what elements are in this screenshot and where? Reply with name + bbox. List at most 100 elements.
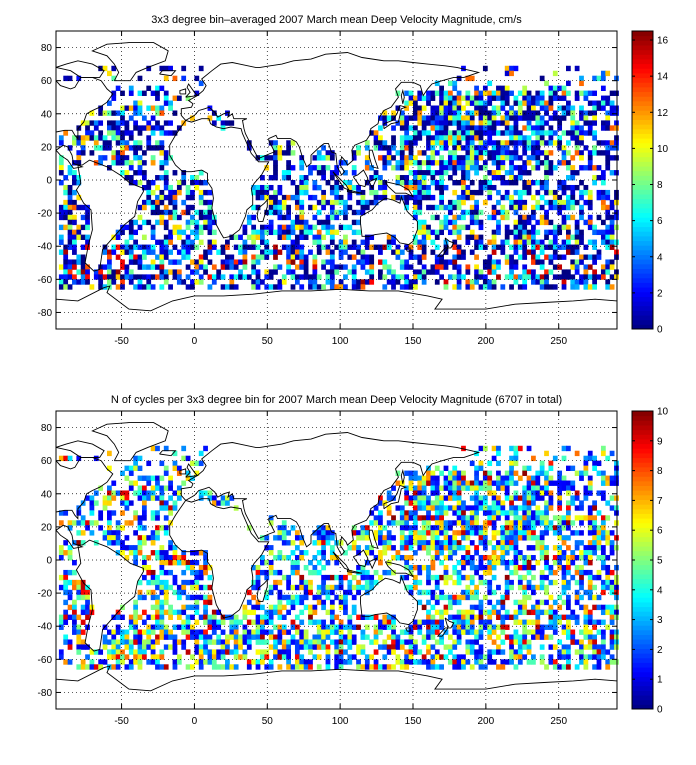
heatmap-cell <box>448 605 453 610</box>
heatmap-cell <box>461 180 466 185</box>
heatmap-cell <box>439 510 444 515</box>
heatmap-cell <box>343 625 348 630</box>
heatmap-cell <box>514 471 519 476</box>
heatmap-cell <box>159 486 164 491</box>
heatmap-cell <box>579 649 584 654</box>
heatmap-cell <box>120 259 125 264</box>
heatmap-cell <box>413 130 418 135</box>
heatmap-cell <box>474 91 479 96</box>
heatmap-cell <box>592 101 597 106</box>
heatmap-cell <box>339 644 344 649</box>
heatmap-cell <box>588 620 593 625</box>
heatmap-cell <box>509 200 514 205</box>
heatmap-cell <box>557 115 562 120</box>
heatmap-cell <box>111 96 116 101</box>
heatmap-cell <box>535 259 540 264</box>
heatmap-cell <box>181 620 186 625</box>
heatmap-cell <box>159 500 164 505</box>
heatmap-cell <box>396 250 401 255</box>
heatmap-cell <box>588 451 593 456</box>
heatmap-cell <box>461 106 466 111</box>
heatmap-cell <box>435 620 440 625</box>
heatmap-cell <box>483 535 488 540</box>
heatmap-cell <box>509 175 514 180</box>
heatmap-cell <box>614 145 619 150</box>
heatmap-cell <box>522 240 527 245</box>
heatmap-cell <box>173 466 178 471</box>
heatmap-cell <box>579 540 584 545</box>
heatmap-cell <box>168 610 173 615</box>
heatmap-cell <box>562 160 567 165</box>
heatmap-cell <box>168 120 173 125</box>
heatmap-cell <box>304 274 309 279</box>
heatmap-cell <box>299 635 304 640</box>
heatmap-cell <box>479 580 484 585</box>
heatmap-cell <box>361 279 366 284</box>
heatmap-cell <box>470 461 475 466</box>
heatmap-cell <box>540 185 545 190</box>
heatmap-cell <box>330 230 335 235</box>
heatmap-cell <box>120 91 125 96</box>
heatmap-cell <box>361 615 366 620</box>
heatmap-cell <box>151 510 156 515</box>
heatmap-cell <box>465 240 470 245</box>
heatmap-cell <box>417 185 422 190</box>
heatmap-cell <box>173 461 178 466</box>
heatmap-cell <box>173 490 178 495</box>
heatmap-cell <box>605 190 610 195</box>
heatmap-cell <box>347 245 352 250</box>
heatmap-cell <box>470 644 475 649</box>
heatmap-cell <box>570 284 575 289</box>
heatmap-cell <box>588 91 593 96</box>
heatmap-cell <box>330 535 335 540</box>
heatmap-cell <box>247 635 252 640</box>
heatmap-cell <box>457 115 462 120</box>
heatmap-cell <box>159 264 164 269</box>
heatmap-cell <box>492 555 497 560</box>
heatmap-cell <box>457 125 462 130</box>
heatmap-cell <box>120 540 125 545</box>
colorbar-band <box>632 64 653 69</box>
heatmap-cell <box>269 570 274 575</box>
heatmap-cell <box>142 235 147 240</box>
heatmap-cell <box>133 466 138 471</box>
heatmap-cell <box>540 96 545 101</box>
heatmap-cell <box>575 230 580 235</box>
heatmap-cell <box>177 215 182 220</box>
heatmap-cell <box>422 120 427 125</box>
heatmap-cell <box>111 490 116 495</box>
heatmap-cell <box>208 575 213 580</box>
heatmap-cell <box>413 505 418 510</box>
heatmap-cell <box>579 235 584 240</box>
heatmap-cell <box>256 195 261 200</box>
heatmap-cell <box>470 580 475 585</box>
heatmap-cell <box>177 185 182 190</box>
colorbar-band <box>632 110 653 115</box>
heatmap-cell <box>365 279 370 284</box>
heatmap-cell <box>94 140 99 145</box>
heatmap-cell <box>518 520 523 525</box>
heatmap-cell <box>605 530 610 535</box>
heatmap-cell <box>430 515 435 520</box>
heatmap-cell <box>151 570 156 575</box>
heatmap-cell <box>269 269 274 274</box>
heatmap-cell <box>474 520 479 525</box>
heatmap-cell <box>81 605 86 610</box>
heatmap-cell <box>496 610 501 615</box>
heatmap-cell <box>426 269 431 274</box>
heatmap-cell <box>500 625 505 630</box>
heatmap-cell <box>76 140 81 145</box>
heatmap-cell <box>203 490 208 495</box>
heatmap-cell <box>417 515 422 520</box>
heatmap-cell <box>326 585 331 590</box>
heatmap-cell <box>588 590 593 595</box>
heatmap-cell <box>483 274 488 279</box>
heatmap-cell <box>107 654 112 659</box>
heatmap-cell <box>273 210 278 215</box>
heatmap-cell <box>203 644 208 649</box>
heatmap-cell <box>63 250 68 255</box>
heatmap-cell <box>378 195 383 200</box>
heatmap-cell <box>317 200 322 205</box>
heatmap-cell <box>479 240 484 245</box>
heatmap-cell <box>422 490 427 495</box>
